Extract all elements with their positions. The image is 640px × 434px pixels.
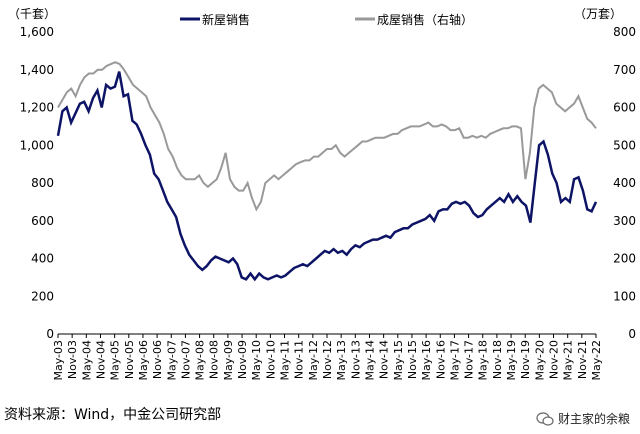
series-line-new-home	[56, 71, 598, 282]
right-axis-ticks: 0 100 200 300 400 500 600 700 800	[613, 25, 636, 341]
left-tick-label: 1,400	[20, 63, 54, 77]
x-tick-label: Nov-21	[576, 340, 589, 379]
x-tick-label: May-16	[420, 340, 433, 381]
right-tick-label: 800	[613, 25, 636, 39]
x-tick-label: May-05	[109, 340, 122, 381]
x-tick-label: Nov-13	[349, 340, 362, 379]
x-tick-label: May-18	[477, 340, 490, 381]
x-tick-label: Nov-15	[406, 340, 419, 379]
x-tick-label: May-09	[222, 340, 235, 381]
x-tick-label: Nov-04	[94, 340, 107, 379]
x-tick-label: May-21	[562, 340, 575, 381]
series-line-existing-home	[57, 61, 597, 212]
x-tick-label: Nov-05	[123, 340, 136, 379]
x-tick-label: May-13	[335, 340, 348, 381]
left-tick-label: 0	[46, 327, 54, 341]
right-axis-unit: （万套）	[574, 7, 622, 21]
x-tick-label: May-17	[448, 340, 461, 381]
x-tick-label: May-03	[52, 340, 65, 381]
left-tick-label: 1,600	[20, 25, 54, 39]
left-tick-label: 200	[31, 289, 54, 303]
x-tick-label: Nov-20	[548, 340, 561, 379]
x-tick-label: May-04	[80, 340, 93, 381]
x-tick-label: Nov-14	[378, 340, 391, 379]
wechat-icon	[536, 411, 554, 426]
line-chart: （千套） （万套） 新屋销售 成屋销售（右轴） 0 200 400 600 800 1,0…	[8, 7, 636, 381]
x-tick-label: May-07	[165, 340, 178, 381]
x-axis-ticks: May-03 Nov-03 May-04 Nov-04 May-05 Nov-05 May-…	[52, 334, 603, 381]
right-tick-label: 300	[613, 214, 636, 228]
x-tick-label: May-15	[392, 340, 405, 381]
left-tick-label: 1,200	[20, 101, 54, 115]
x-tick-label: May-06	[137, 340, 150, 381]
right-tick-label: 0	[628, 327, 636, 341]
watermark-label: 财主家的余粮	[557, 412, 630, 426]
x-tick-label: Nov-16	[434, 340, 447, 379]
x-tick-label: May-19	[505, 340, 518, 381]
x-tick-label: Nov-19	[519, 340, 532, 379]
right-tick-label: 400	[613, 176, 636, 190]
left-tick-label: 1,000	[20, 138, 54, 152]
x-tick-label: Nov-11	[293, 340, 306, 379]
x-tick-label: May-22	[590, 340, 603, 381]
source-note: 资料来源：Wind，中金公司研究部	[4, 407, 222, 423]
left-tick-label: 600	[31, 214, 54, 228]
x-tick-label: May-08	[194, 340, 207, 381]
x-tick-label: Nov-17	[463, 340, 476, 379]
legend-label-new-home: 新屋销售	[202, 12, 250, 27]
x-tick-label: Nov-03	[66, 340, 79, 379]
x-tick-label: May-20	[533, 340, 546, 381]
x-tick-label: May-10	[250, 340, 263, 381]
x-tick-label: Nov-06	[151, 340, 164, 379]
x-tick-label: May-12	[307, 340, 320, 381]
x-tick-label: May-11	[279, 340, 292, 381]
x-tick-label: Nov-10	[264, 340, 277, 379]
legend-label-existing-home: 成屋销售（右轴）	[377, 12, 473, 27]
x-tick-label: Nov-09	[236, 340, 249, 379]
right-tick-label: 500	[613, 138, 636, 152]
left-axis-ticks: 0 200 400 600 800 1,000 1,200 1,400 1,600	[20, 25, 54, 341]
watermark: 财主家的余粮	[536, 410, 630, 427]
left-tick-label: 400	[31, 252, 54, 266]
x-tick-label: May-14	[363, 340, 376, 381]
right-tick-label: 600	[613, 101, 636, 115]
x-tick-label: Nov-18	[491, 340, 504, 379]
x-tick-label: Nov-08	[208, 340, 221, 379]
x-tick-label: Nov-07	[179, 340, 192, 379]
legend: 新屋销售 成屋销售（右轴）	[180, 12, 473, 27]
right-tick-label: 200	[613, 252, 636, 266]
left-tick-label: 800	[31, 176, 54, 190]
left-axis-unit: （千套）	[8, 7, 56, 21]
right-tick-label: 100	[613, 289, 636, 303]
right-tick-label: 700	[613, 63, 636, 77]
x-tick-label: Nov-12	[321, 340, 334, 379]
